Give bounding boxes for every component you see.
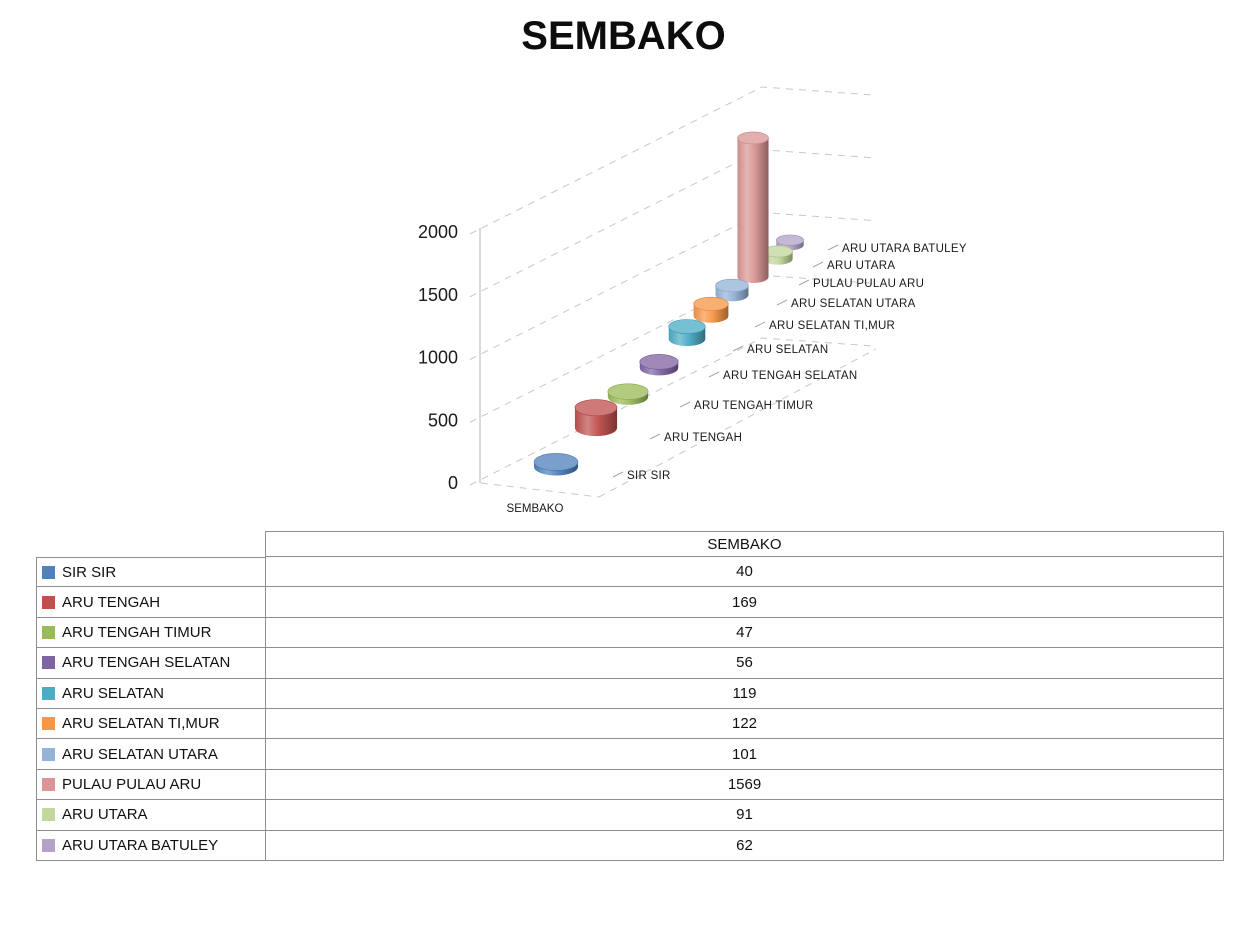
series-name: ARU SELATAN TI,MUR (62, 715, 220, 733)
floor-front-edge (480, 482, 600, 498)
axis-tick-label: 500 (428, 410, 458, 430)
leader-tick (812, 261, 824, 268)
series-name: PULAU PULAU ARU (62, 775, 202, 793)
cylinder-top-pulau-pulau-aru (737, 131, 769, 145)
series-name: ARU TENGAH SELATAN (62, 654, 231, 672)
series-value: 62 (265, 830, 1224, 861)
floor-right-edge (598, 348, 877, 498)
table-row: ARU TENGAH SELATAN 56 (36, 648, 1224, 679)
chart-data-table: SEMBAKO SIR SIR 40 ARU TENGAH 169 ARU TE… (36, 531, 1224, 861)
legend-swatch (42, 625, 55, 639)
series-value: 122 (265, 708, 1224, 740)
legend-swatch (42, 656, 55, 670)
series-value: 101 (265, 739, 1224, 770)
cylinder-top-sir-sir (533, 453, 579, 471)
series-value: 169 (265, 587, 1224, 618)
series-label-aru-tengah-selatan: ARU TENGAH SELATAN (723, 370, 857, 382)
series-name: ARU TENGAH (62, 593, 161, 611)
leader-tick (708, 371, 720, 378)
table-row: ARU TENGAH 169 (36, 587, 1224, 618)
cylinder-top-aru-tengah-timur (607, 383, 649, 400)
category-label: SEMBAKO (507, 503, 564, 515)
table-row: ARU TENGAH TIMUR 47 (36, 617, 1224, 649)
series-name: ARU SELATAN (62, 684, 164, 702)
table-row: ARU SELATAN UTARA 101 (36, 739, 1224, 770)
legend-swatch (42, 838, 55, 852)
cylinder-top-aru-utara-batuley (776, 234, 804, 246)
leader-tick (732, 345, 744, 352)
leader-tick (649, 433, 661, 440)
table-row: ARU SELATAN TI,MUR 122 (36, 708, 1224, 740)
leader-tick (679, 401, 691, 408)
leader-tick (612, 471, 624, 478)
gridline (469, 337, 874, 486)
legend-swatch (42, 565, 55, 579)
table-row: PULAU PULAU ARU 1569 (36, 769, 1224, 801)
series-label-sir-sir: SIR SIR (627, 470, 671, 482)
series-value: 91 (265, 800, 1224, 831)
series-label-aru-selatan-ti-mur: ARU SELATAN TI,MUR (769, 320, 895, 332)
legend-swatch (42, 747, 55, 761)
table-row: ARU UTARA 91 (36, 800, 1224, 831)
cylinder-body-pulau-pulau-aru (737, 137, 769, 277)
series-value: 1569 (265, 769, 1224, 801)
leader-tick (798, 279, 810, 286)
series-label-aru-utara-batuley: ARU UTARA BATULEY (842, 243, 967, 255)
axis-tick-label: 0 (448, 473, 458, 493)
axis-tick-label: 1000 (418, 348, 458, 368)
chart-title: SEMBAKO (521, 14, 726, 58)
series-name: ARU UTARA BATULEY (62, 836, 219, 854)
series-name: ARU UTARA (62, 806, 148, 824)
table-corner-cell (36, 531, 265, 557)
leader-tick (754, 321, 766, 328)
table-row: ARU SELATAN 119 (36, 678, 1224, 709)
legend-swatch (42, 686, 55, 700)
cylinder-top-aru-selatan (668, 319, 706, 334)
series-name: SIR SIR (62, 563, 117, 581)
legend-swatch (42, 717, 55, 731)
gridline (469, 86, 874, 235)
series-label-aru-tengah: ARU TENGAH (664, 432, 742, 444)
series-label-aru-selatan: ARU SELATAN (747, 344, 828, 356)
series-value: 119 (265, 678, 1224, 709)
legend-swatch (42, 777, 55, 791)
cylinder-top-aru-selatan-ti-mur (693, 296, 729, 311)
cylinder-3d-chart: 0 500 1000 1500 2000 SEMBAKO SIR SIR ARU TENGAH… (418, 86, 967, 515)
leader-tick (776, 299, 788, 306)
series-label-aru-tengah-timur: ARU TENGAH TIMUR (694, 400, 813, 412)
gridline (469, 149, 874, 298)
series-label-aru-utara: ARU UTARA (827, 260, 895, 272)
cylinder-top-aru-selatan-utara (715, 278, 749, 293)
series-label-pulau-pulau-aru: PULAU PULAU ARU (813, 278, 924, 290)
cylinder-top-aru-tengah-selatan (639, 354, 679, 370)
series-value: 40 (265, 557, 1224, 588)
legend-swatch (42, 808, 55, 822)
series-name: ARU TENGAH TIMUR (62, 623, 212, 641)
leader-tick (827, 244, 839, 251)
table-header-cell: SEMBAKO (265, 531, 1224, 557)
table-row: SIR SIR 40 (36, 557, 1224, 588)
axis-tick-label: 2000 (418, 222, 458, 242)
legend-swatch (42, 595, 55, 609)
series-value: 56 (265, 648, 1224, 679)
series-value: 47 (265, 617, 1224, 649)
table-header-row: SEMBAKO (36, 531, 1224, 557)
series-name: ARU SELATAN UTARA (62, 745, 218, 763)
series-label-aru-selatan-utara: ARU SELATAN UTARA (791, 298, 916, 310)
table-row: ARU UTARA BATULEY 62 (36, 830, 1224, 861)
cylinder-top-aru-tengah (574, 399, 618, 417)
axis-tick-label: 1500 (418, 285, 458, 305)
